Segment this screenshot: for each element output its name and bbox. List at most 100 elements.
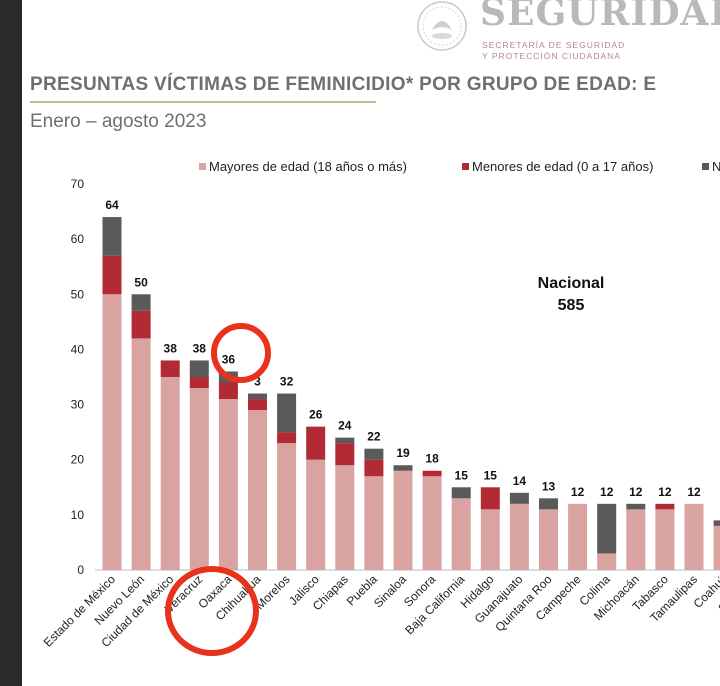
- bar-total-label: 14: [513, 474, 527, 488]
- y-tick-label: 20: [71, 453, 85, 467]
- bar-segment: [539, 509, 558, 570]
- bar-segment: [480, 509, 500, 570]
- bar-total-label: 38: [193, 341, 207, 355]
- bar-segment: [189, 388, 209, 570]
- bar-segment: [568, 503, 588, 570]
- bar-segment: [393, 470, 413, 570]
- bar-total-label: 64: [105, 198, 119, 212]
- y-tick-label: 10: [71, 508, 85, 522]
- bar-segment: [684, 503, 704, 570]
- bar-segment: [248, 399, 267, 411]
- bar-segment: [277, 432, 297, 444]
- bar-segment: [422, 476, 442, 570]
- bar-total-label: 32: [280, 375, 294, 389]
- legend: Mayores de edad (18 años o más) Menores …: [199, 159, 720, 174]
- bar-total-label: 15: [484, 468, 498, 482]
- bar-segment: [422, 470, 442, 477]
- bar-segment: [218, 399, 238, 570]
- legend-swatch-minors: [462, 163, 469, 170]
- bar-segment: [713, 525, 720, 570]
- bar-segment: [509, 492, 529, 504]
- legend-label-adults: Mayores de edad (18 años o más): [209, 159, 407, 174]
- bar-segment: [451, 498, 471, 570]
- bar-segment: [597, 503, 617, 554]
- bar-total-label: 50: [134, 275, 148, 289]
- highlight-circle-value: [211, 323, 271, 383]
- y-tick-label: 50: [71, 287, 85, 301]
- bar-total-label: 3: [254, 375, 261, 389]
- chart-subtitle: Enero – agosto 2023: [30, 111, 207, 132]
- bar-segment: [509, 503, 529, 570]
- bar-segment: [364, 459, 384, 477]
- bar-segment: [713, 520, 720, 526]
- legend-label-minors: Menores de edad (0 a 17 años): [472, 159, 653, 174]
- bar-segment: [102, 255, 122, 295]
- bar-segment: [248, 410, 267, 570]
- bar-segment: [102, 294, 122, 570]
- bar-segment: [597, 553, 617, 570]
- bar-segment: [451, 487, 471, 499]
- total-labels: 64 50 38 38 36 3 32 26 24 22 19 18 15 15 14 13 12 12 12 12 1…: [105, 198, 701, 499]
- bar-total-label: 12: [600, 485, 614, 499]
- bar-segment: [393, 465, 413, 471]
- bar-segment: [306, 459, 326, 570]
- logo-subtitle-line-1: SECRETARÍA DE SEGURIDAD: [482, 40, 626, 50]
- bar-total-label: 12: [658, 485, 672, 499]
- y-tick-label: 40: [71, 342, 85, 356]
- bar-segment: [539, 498, 558, 510]
- bar-segment: [306, 426, 326, 460]
- bar-segment: [248, 393, 267, 400]
- y-tick-label: 70: [71, 177, 85, 191]
- bar-segment: [335, 437, 355, 444]
- bar-total-label: 13: [542, 479, 556, 493]
- title-divider: [30, 101, 376, 103]
- national-total: 585: [558, 297, 585, 314]
- bar-segment: [335, 465, 355, 570]
- legend-swatch-adults: [199, 163, 206, 170]
- highlight-circle-state: [165, 566, 259, 656]
- bar-segment: [160, 360, 180, 377]
- bar-total-label: 15: [455, 468, 469, 482]
- bar-total-label: 36: [222, 352, 236, 366]
- bar-segment: [189, 377, 209, 389]
- legend-swatch-unknown: [702, 163, 709, 170]
- bar-segment: [131, 310, 151, 339]
- bar-total-label: 18: [425, 452, 439, 466]
- bar-segment: [335, 443, 355, 466]
- bar-total-label: 12: [571, 485, 585, 499]
- logo-wordmark: SEGURIDAD: [480, 0, 720, 34]
- bar-total-label: 12: [687, 485, 701, 499]
- bar-segment: [626, 503, 646, 510]
- bar-segment: [655, 509, 675, 570]
- bar-total-label: 26: [309, 408, 323, 422]
- bar-segment: [626, 509, 646, 570]
- bar-segment: [364, 476, 384, 570]
- y-tick-label: 60: [71, 232, 85, 246]
- bar-segment: [102, 217, 122, 256]
- government-seal-icon: [417, 1, 467, 51]
- bar-segment: [277, 443, 297, 570]
- bar-total-label: 38: [164, 341, 178, 355]
- logo-subtitle-line-2: Y PROTECCIÓN CIUDADANA: [482, 51, 621, 61]
- bar-total-label: 19: [396, 446, 410, 460]
- bar-total-label: 12: [629, 485, 643, 499]
- bar-segment: [480, 487, 500, 510]
- x-tick-label: Sinaloa: [371, 572, 409, 610]
- bar-segment: [364, 448, 384, 460]
- bar-segment: [131, 294, 151, 311]
- highlight-circles: [165, 323, 271, 656]
- legend-label-unknown: N: [712, 159, 720, 174]
- bar-segment: [218, 382, 238, 400]
- left-window-edge: [0, 0, 22, 686]
- bar-segment: [189, 360, 209, 377]
- chart-title: PRESUNTAS VÍCTIMAS DE FEMINICIDIO* POR G…: [30, 74, 657, 95]
- y-tick-label: 0: [77, 563, 84, 577]
- bar-segment: [277, 393, 297, 433]
- bar-total-label: 24: [338, 419, 352, 433]
- bar-segment: [655, 503, 675, 510]
- bar-segment: [160, 377, 180, 570]
- bar-total-label: 22: [367, 430, 381, 444]
- bar-segment: [131, 338, 151, 570]
